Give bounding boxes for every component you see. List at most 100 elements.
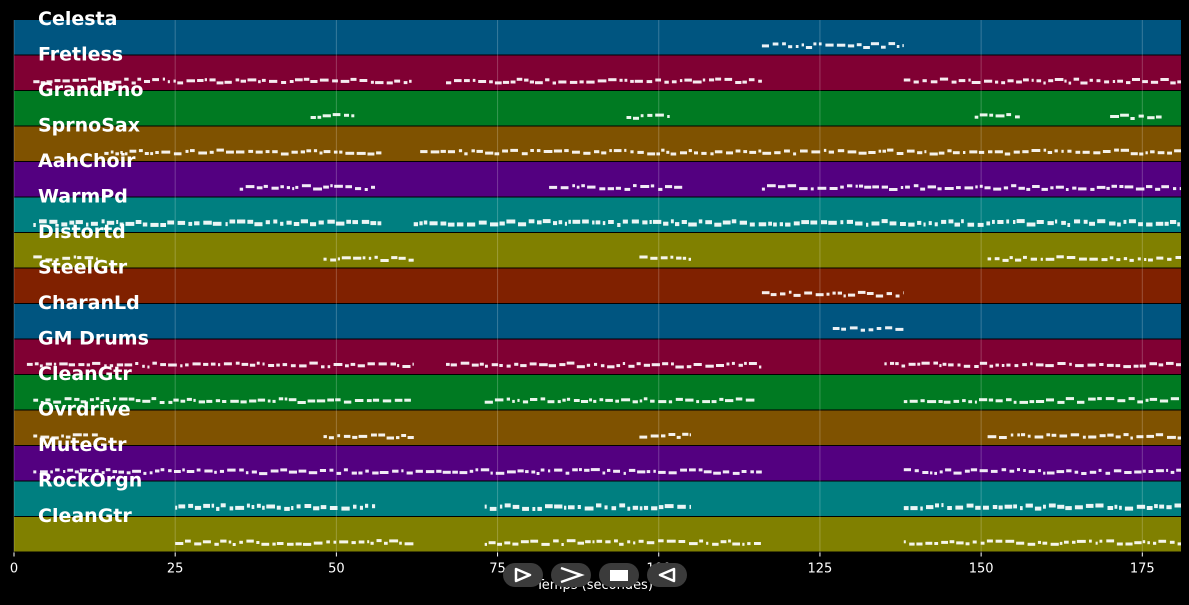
note: [409, 79, 412, 83]
note: [909, 399, 918, 403]
note: [1098, 468, 1102, 472]
note: [923, 222, 926, 227]
note: [209, 78, 216, 82]
note: [1023, 255, 1027, 259]
note: [514, 362, 519, 366]
note: [357, 364, 365, 368]
note: [1106, 186, 1110, 190]
note: [592, 540, 595, 544]
note: [633, 116, 639, 120]
note: [361, 219, 370, 224]
note: [298, 469, 307, 473]
note: [732, 542, 740, 546]
note: [995, 399, 1003, 403]
note: [1167, 435, 1176, 439]
note: [1133, 364, 1139, 368]
note: [1068, 81, 1072, 85]
note: [74, 470, 79, 474]
note: [295, 542, 302, 546]
stop-button[interactable]: [599, 563, 639, 587]
note: [1057, 504, 1065, 509]
note: [248, 149, 254, 153]
note: [639, 435, 648, 439]
note: [922, 79, 927, 83]
note: [1146, 222, 1153, 227]
note: [489, 80, 493, 84]
note: [75, 220, 83, 225]
note: [80, 79, 87, 82]
note: [602, 221, 606, 226]
note: [528, 219, 535, 224]
note: [623, 471, 626, 475]
note: [106, 220, 115, 225]
note: [358, 434, 368, 438]
note: [173, 79, 176, 83]
note: [987, 257, 992, 261]
note: [675, 397, 683, 401]
note: [696, 400, 700, 404]
note: [1177, 222, 1180, 227]
note: [359, 79, 368, 82]
note: [142, 364, 145, 368]
note: [881, 45, 886, 49]
note: [149, 471, 153, 475]
note: [297, 401, 306, 404]
note: [929, 152, 938, 156]
note: [240, 400, 247, 404]
note: [1015, 258, 1022, 262]
note: [651, 363, 660, 367]
note: [313, 187, 322, 191]
note: [1159, 504, 1165, 509]
note: [642, 220, 648, 225]
note: [624, 78, 628, 82]
note: [239, 540, 243, 544]
note: [553, 221, 558, 226]
note: [1175, 256, 1181, 259]
note: [326, 540, 330, 544]
note: [517, 469, 524, 473]
note: [372, 504, 376, 509]
note: [116, 220, 119, 224]
note: [484, 542, 487, 546]
note: [817, 186, 827, 190]
note: [735, 149, 741, 153]
note: [138, 149, 143, 153]
note: [309, 361, 318, 365]
track-lane: [14, 339, 1181, 374]
play-button[interactable]: [503, 563, 543, 587]
note: [594, 362, 598, 366]
note: [681, 220, 687, 224]
note: [542, 219, 551, 224]
note: [1016, 219, 1025, 224]
note: [975, 185, 978, 189]
note: [1036, 220, 1044, 224]
note: [499, 221, 505, 226]
note: [33, 470, 37, 474]
note: [101, 219, 105, 224]
note: [61, 434, 64, 438]
note: [119, 397, 128, 401]
note: [33, 223, 36, 227]
note: [447, 222, 455, 227]
forward-button[interactable]: [551, 563, 591, 587]
note: [73, 255, 77, 259]
note: [857, 290, 866, 294]
note: [572, 150, 580, 154]
track-label: CleanGtr: [38, 363, 132, 385]
note: [927, 400, 937, 404]
note: [664, 504, 674, 509]
rewind-button[interactable]: [647, 563, 687, 587]
note: [235, 78, 240, 82]
note: [566, 539, 576, 543]
note: [1157, 151, 1165, 155]
note: [300, 219, 308, 224]
note: [826, 292, 830, 296]
note: [716, 364, 724, 367]
note: [903, 506, 909, 511]
note: [624, 187, 631, 191]
note: [640, 185, 650, 188]
note: [689, 433, 691, 437]
note: [53, 400, 62, 404]
note: [917, 151, 923, 155]
note: [520, 540, 529, 544]
